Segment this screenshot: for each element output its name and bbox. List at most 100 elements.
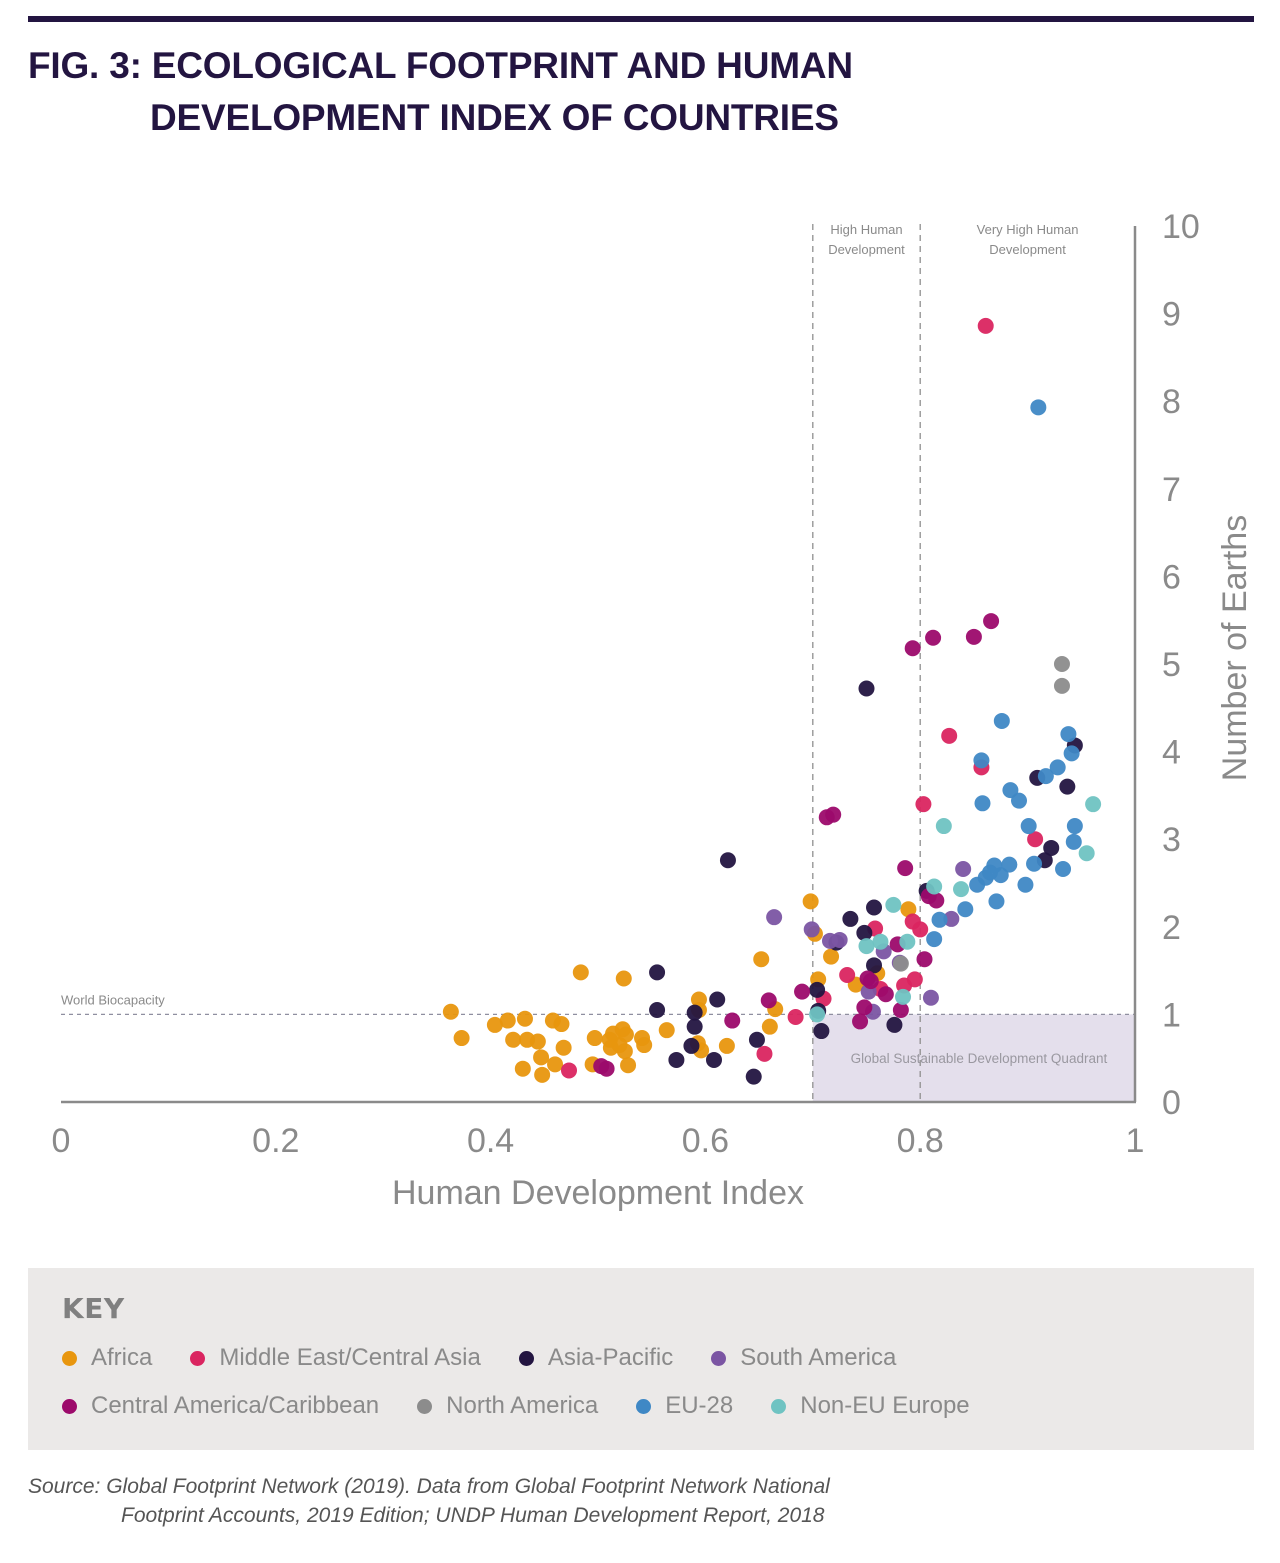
- data-point: [745, 1068, 762, 1085]
- legend-item-middle-east: Middle East/Central Asia: [190, 1344, 481, 1372]
- legend-item-north-america: North America: [417, 1392, 598, 1420]
- data-point: [1078, 845, 1095, 862]
- data-point: [1027, 831, 1044, 848]
- data-point: [748, 1031, 765, 1048]
- data-point: [953, 881, 970, 898]
- data-point: [1059, 778, 1076, 795]
- y-tick-label: 6: [1162, 558, 1181, 596]
- x-tick-label: 1: [1126, 1122, 1145, 1160]
- x-tick-label: 0.2: [252, 1122, 299, 1160]
- band-label: High Human: [830, 222, 902, 237]
- data-point: [1065, 833, 1082, 850]
- data-point: [895, 988, 912, 1005]
- data-point: [862, 973, 879, 990]
- data-point: [616, 1043, 633, 1060]
- data-point: [904, 640, 921, 657]
- data-point: [756, 1045, 773, 1062]
- y-tick-label: 7: [1162, 471, 1181, 509]
- data-point: [561, 1062, 578, 1079]
- data-point: [926, 931, 943, 948]
- legend-label: Non-EU Europe: [800, 1392, 970, 1419]
- y-tick-label: 10: [1162, 208, 1200, 246]
- data-point: [1049, 759, 1066, 776]
- data-point: [877, 986, 894, 1003]
- band-label: Development: [989, 242, 1066, 257]
- legend-dot: [62, 1398, 77, 1414]
- data-point: [529, 1033, 546, 1050]
- data-point: [809, 981, 826, 998]
- data-point: [486, 1016, 503, 1033]
- data-point: [1001, 856, 1018, 873]
- data-point: [892, 1002, 909, 1019]
- legend-label: South America: [740, 1344, 897, 1371]
- source-note: Source: Global Footprint Network (2019).…: [28, 1472, 830, 1530]
- top-rule: [28, 16, 1254, 22]
- y-tick-label: 8: [1162, 383, 1181, 421]
- data-point: [1063, 745, 1080, 762]
- legend-item-central-america: Central America/Caribbean: [62, 1392, 379, 1420]
- legend-dot: [518, 1350, 534, 1366]
- band-label: Development: [828, 242, 905, 257]
- data-point: [935, 818, 952, 835]
- y-tick-label: 1: [1162, 996, 1181, 1034]
- legend-dot: [62, 1350, 77, 1366]
- data-point: [813, 1023, 830, 1040]
- x-tick-label: 0.8: [897, 1122, 944, 1160]
- data-point: [705, 1051, 722, 1068]
- data-point: [514, 1060, 531, 1077]
- data-point: [766, 909, 783, 926]
- data-point: [842, 910, 859, 927]
- data-point: [753, 951, 770, 968]
- data-point: [534, 1066, 551, 1083]
- data-point: [1053, 656, 1070, 672]
- data-point: [852, 1013, 869, 1030]
- data-point: [516, 1010, 533, 1027]
- legend-row-2: Central America/Caribbean North America …: [62, 1392, 1008, 1420]
- x-axis-title: Human Development Index: [392, 1174, 804, 1212]
- x-tick-label: 0.4: [467, 1122, 514, 1160]
- data-point: [974, 795, 991, 812]
- figure-title-line1: FIG. 3: ECOLOGICAL FOOTPRINT AND HUMAN: [28, 45, 853, 86]
- data-point: [825, 806, 842, 823]
- y-tick-label: 3: [1162, 821, 1181, 859]
- data-point: [856, 924, 873, 941]
- data-point: [858, 938, 875, 955]
- data-point: [724, 1012, 741, 1029]
- data-point: [658, 1022, 675, 1039]
- band-label: Very High Human: [977, 222, 1079, 237]
- data-point: [586, 1030, 603, 1047]
- legend-dot: [636, 1398, 652, 1414]
- data-point: [943, 910, 960, 927]
- data-point: [858, 680, 875, 697]
- world-biocapacity-label: World Biocapacity: [61, 992, 165, 1007]
- data-point: [957, 901, 974, 918]
- data-point: [553, 1016, 570, 1033]
- data-point: [1026, 855, 1043, 872]
- data-point: [794, 983, 811, 1000]
- data-point: [683, 1037, 700, 1054]
- data-point: [906, 971, 923, 988]
- data-point: [831, 931, 848, 948]
- y-tick-label: 0: [1162, 1084, 1181, 1122]
- data-point: [899, 933, 916, 950]
- y-tick-label: 2: [1162, 909, 1181, 947]
- data-point: [499, 1012, 516, 1029]
- data-point: [941, 727, 958, 744]
- data-point: [931, 911, 948, 928]
- data-point: [572, 964, 589, 981]
- data-point: [886, 1016, 903, 1033]
- data-point: [856, 999, 873, 1016]
- data-point: [926, 878, 943, 895]
- source-line1: Source: Global Footprint Network (2019).…: [28, 1475, 830, 1498]
- x-tick-label: 0.6: [682, 1122, 729, 1160]
- data-point: [686, 1004, 703, 1021]
- legend-title: KEY: [62, 1292, 125, 1325]
- figure-title-line2: DEVELOPMENT INDEX OF COUNTRIES: [150, 97, 839, 138]
- data-point: [977, 317, 994, 334]
- legend-label: Middle East/Central Asia: [219, 1344, 481, 1371]
- data-point: [649, 964, 666, 981]
- data-point: [1043, 839, 1060, 856]
- data-point: [802, 893, 819, 910]
- data-point: [839, 966, 856, 983]
- data-point: [787, 1009, 804, 1026]
